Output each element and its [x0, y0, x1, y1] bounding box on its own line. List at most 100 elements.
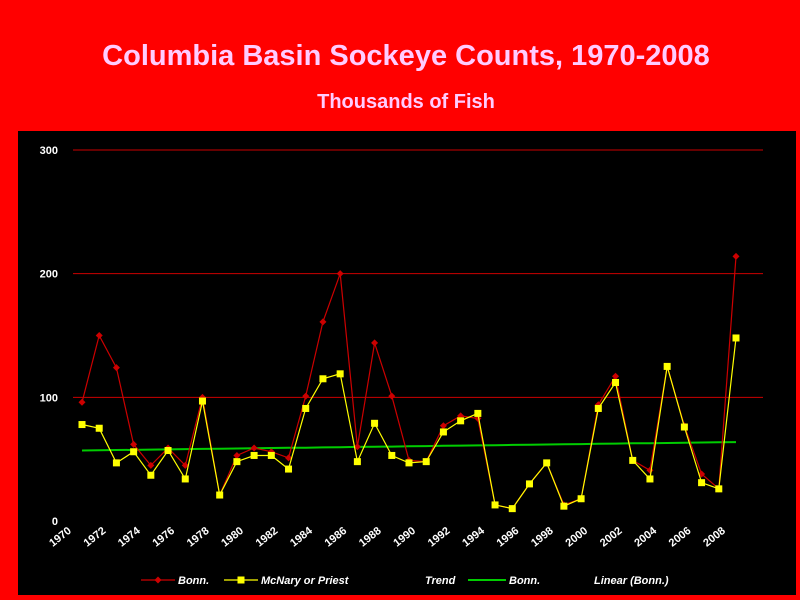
point-mcnary — [371, 419, 379, 427]
point-mcnary — [233, 458, 241, 466]
point-bonn — [78, 398, 86, 406]
point-bonn — [302, 392, 310, 400]
point-mcnary — [474, 409, 482, 417]
point-bonn — [250, 444, 258, 452]
point-bonn — [147, 461, 155, 469]
point-mcnary — [78, 421, 86, 429]
point-bonn — [439, 422, 447, 430]
y-tick-label: 100 — [40, 392, 58, 404]
point-mcnary — [130, 448, 138, 456]
point-mcnary — [577, 495, 585, 503]
point-bonn — [353, 443, 361, 451]
point-bonn — [388, 392, 396, 400]
x-tick-label: 1994 — [460, 524, 487, 549]
point-bonn — [336, 270, 344, 278]
point-mcnary — [147, 471, 155, 479]
x-tick-label: 1988 — [357, 525, 384, 550]
x-tick-label: 1984 — [288, 524, 315, 549]
x-tick-label: 1992 — [426, 525, 453, 550]
point-mcnary — [663, 362, 671, 370]
point-mcnary — [319, 375, 327, 383]
x-tick-label: 1986 — [323, 525, 350, 550]
series-line-1 — [81, 337, 737, 510]
point-mcnary — [612, 378, 620, 386]
legend-label: Linear (Bonn.) — [594, 575, 669, 587]
point-mcnary — [629, 456, 637, 464]
point-mcnary — [525, 480, 533, 488]
point-bonn — [319, 318, 327, 326]
legend: Bonn. McNary or Priest Trend Bonn. Linear (B… — [141, 575, 669, 587]
point-mcnary — [594, 404, 602, 412]
y-tick-label: 200 — [40, 269, 58, 281]
x-tick-label: 1970 — [47, 525, 74, 550]
x-tick-label: 2006 — [667, 525, 694, 550]
point-mcnary — [680, 423, 688, 431]
point-mcnary — [285, 465, 293, 473]
point-mcnary — [646, 475, 654, 483]
point-mcnary — [250, 451, 258, 459]
series-line-2 — [81, 441, 737, 452]
legend-label: McNary or Priest — [261, 575, 350, 587]
x-tick-label: 1980 — [219, 525, 246, 550]
point-mcnary — [439, 428, 447, 436]
x-tick-label: 1978 — [185, 525, 212, 550]
point-mcnary — [112, 459, 120, 467]
point-mcnary — [336, 370, 344, 378]
x-tick-label: 1990 — [391, 525, 418, 550]
point-mcnary — [491, 501, 499, 509]
x-tick-label: 1972 — [82, 525, 109, 550]
x-tick-label: 2004 — [632, 524, 659, 549]
point-mcnary — [508, 505, 516, 513]
legend-marker-1 — [237, 576, 245, 584]
point-mcnary — [302, 404, 310, 412]
x-tick-label: 1998 — [529, 525, 556, 550]
x-tick-label: 2002 — [598, 525, 625, 550]
point-bonn — [112, 364, 120, 372]
point-mcnary — [181, 475, 189, 483]
point-bonn — [612, 372, 620, 380]
point-mcnary — [95, 424, 103, 432]
x-tick-label: 1976 — [150, 525, 177, 550]
x-tick-label: 2008 — [701, 525, 728, 550]
point-mcnary — [560, 502, 568, 510]
point-bonn — [285, 454, 293, 462]
legend-label: Bonn. — [509, 575, 540, 587]
chart-subtitle: Thousands of Fish — [317, 91, 495, 113]
legend-marker-0 — [154, 576, 162, 584]
point-mcnary — [405, 459, 413, 467]
x-axis-ticks: 1970 1972 1974 1976 1978 1980 1982 1984 1986 1988… — [47, 524, 728, 549]
point-bonn — [371, 339, 379, 347]
series-layer — [78, 252, 740, 513]
point-bonn — [732, 252, 740, 260]
point-mcnary — [353, 458, 361, 466]
plot-area: 0 100 200 300 1970 1972 1974 1976 1978 1980 1982 1… — [18, 131, 796, 595]
point-mcnary — [422, 458, 430, 466]
point-mcnary — [543, 459, 551, 467]
point-mcnary — [732, 334, 740, 342]
x-tick-label: 1974 — [116, 524, 143, 549]
point-mcnary — [267, 451, 275, 459]
point-mcnary — [164, 447, 172, 455]
y-tick-label: 300 — [40, 145, 58, 157]
legend-label: Trend — [425, 575, 456, 587]
point-mcnary — [698, 479, 706, 487]
x-tick-label: 1996 — [495, 525, 522, 550]
point-mcnary — [198, 397, 206, 405]
y-tick-label: 0 — [52, 516, 58, 528]
legend-label: Bonn. — [178, 575, 209, 587]
point-mcnary — [457, 417, 465, 425]
point-mcnary — [216, 491, 224, 499]
chart-title: Columbia Basin Sockeye Counts, 1970-2008 — [102, 40, 710, 72]
point-bonn — [233, 451, 241, 459]
point-bonn — [95, 332, 103, 339]
point-bonn — [181, 461, 189, 469]
point-mcnary — [715, 485, 723, 493]
y-axis-ticks: 0 100 200 300 — [40, 145, 58, 528]
grid-lines — [73, 149, 763, 398]
point-mcnary — [388, 451, 396, 459]
point-bonn — [130, 440, 138, 448]
point-bonn — [646, 466, 654, 474]
x-tick-label: 1982 — [254, 525, 281, 550]
x-tick-label: 2000 — [563, 525, 590, 550]
